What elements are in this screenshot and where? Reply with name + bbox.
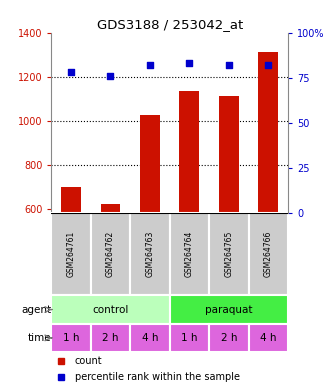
Point bbox=[226, 62, 231, 68]
Point bbox=[187, 60, 192, 66]
Bar bbox=[249, 324, 288, 352]
Bar bbox=[101, 204, 120, 213]
Bar bbox=[169, 324, 209, 352]
Text: GSM264766: GSM264766 bbox=[264, 231, 273, 277]
Bar bbox=[91, 324, 130, 352]
Point bbox=[108, 73, 113, 79]
Bar bbox=[51, 324, 91, 352]
Text: 1 h: 1 h bbox=[181, 333, 198, 343]
Bar bbox=[130, 213, 169, 295]
Text: GSM264764: GSM264764 bbox=[185, 231, 194, 277]
Bar bbox=[169, 213, 209, 295]
Text: 4 h: 4 h bbox=[142, 333, 158, 343]
Text: GSM264762: GSM264762 bbox=[106, 231, 115, 277]
Text: paraquat: paraquat bbox=[205, 305, 253, 314]
Point bbox=[69, 69, 74, 75]
Point bbox=[265, 62, 271, 68]
Text: GSM264763: GSM264763 bbox=[145, 231, 155, 277]
Bar bbox=[51, 213, 91, 295]
Bar bbox=[130, 324, 169, 352]
Text: 2 h: 2 h bbox=[102, 333, 119, 343]
Title: GDS3188 / 253042_at: GDS3188 / 253042_at bbox=[97, 18, 243, 31]
Bar bbox=[140, 115, 160, 213]
Text: 2 h: 2 h bbox=[220, 333, 237, 343]
Bar bbox=[169, 295, 288, 324]
Bar bbox=[179, 91, 199, 213]
Bar bbox=[51, 295, 169, 324]
Text: GSM264765: GSM264765 bbox=[224, 231, 233, 277]
Text: count: count bbox=[75, 356, 103, 366]
Text: 4 h: 4 h bbox=[260, 333, 276, 343]
Text: percentile rank within the sample: percentile rank within the sample bbox=[75, 372, 240, 382]
Bar bbox=[61, 187, 81, 213]
Bar bbox=[91, 213, 130, 295]
Text: control: control bbox=[92, 305, 129, 314]
Bar bbox=[249, 213, 288, 295]
Bar bbox=[209, 213, 249, 295]
Bar bbox=[209, 324, 249, 352]
Text: agent: agent bbox=[21, 305, 51, 314]
Bar bbox=[259, 53, 278, 213]
Bar bbox=[219, 96, 239, 213]
Text: time: time bbox=[28, 333, 51, 343]
Text: 1 h: 1 h bbox=[63, 333, 79, 343]
Text: GSM264761: GSM264761 bbox=[67, 231, 75, 277]
Point bbox=[147, 62, 153, 68]
